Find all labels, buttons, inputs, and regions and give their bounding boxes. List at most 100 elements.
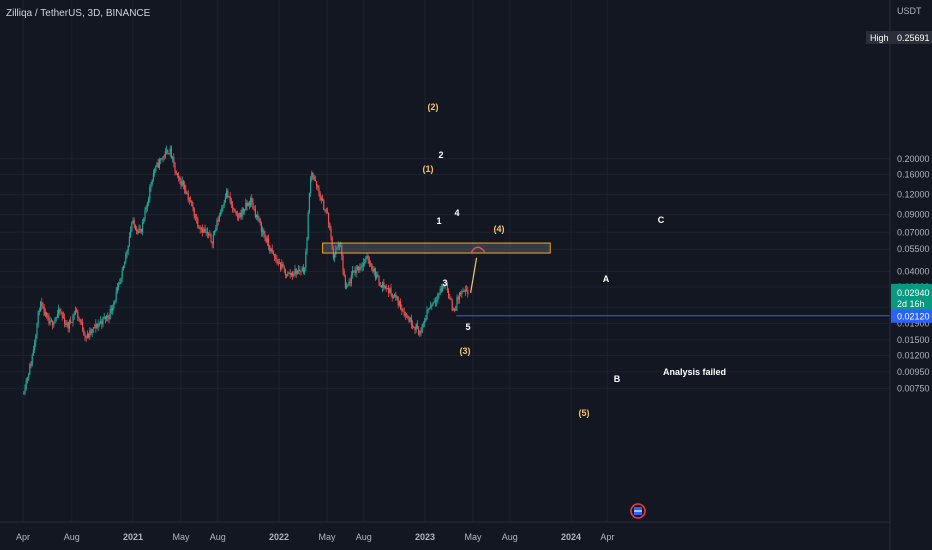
candle xyxy=(215,224,217,233)
candle xyxy=(319,191,321,201)
candle-body xyxy=(378,275,380,283)
candle xyxy=(31,353,33,367)
candle xyxy=(283,264,285,273)
candle-body xyxy=(410,317,412,325)
candle-body xyxy=(211,241,213,244)
candle-body xyxy=(37,311,39,324)
candle xyxy=(299,265,301,275)
price-axis[interactable]: USDT 0.20000 0.16000 0.12000 0.09000 0.07000 0… xyxy=(866,0,932,550)
candle-body xyxy=(466,289,468,291)
candle xyxy=(157,158,159,169)
candle-body xyxy=(137,230,139,233)
candle-body xyxy=(94,327,96,329)
candle xyxy=(324,209,326,213)
candle-body xyxy=(382,282,384,288)
candle-body xyxy=(157,162,159,168)
candle-body xyxy=(323,200,325,211)
wave-label: (3) xyxy=(460,346,471,356)
candle xyxy=(91,328,93,338)
candle xyxy=(232,201,234,213)
candle xyxy=(158,157,160,170)
candle xyxy=(404,311,406,320)
candle xyxy=(430,301,432,309)
time-axis[interactable]: Apr Aug 2021 May Aug 2022 May Aug 2023 May Aug 2024… xyxy=(0,0,891,550)
candle-body xyxy=(109,308,111,319)
candle-body xyxy=(90,330,92,334)
candle-body xyxy=(218,215,220,221)
candle-body xyxy=(367,255,369,261)
candle xyxy=(44,308,46,318)
candle xyxy=(142,219,144,236)
wave-label: 5 xyxy=(465,322,470,332)
candle-body xyxy=(358,266,360,271)
candle-body xyxy=(222,205,224,208)
candle xyxy=(415,322,417,333)
candle xyxy=(400,298,402,311)
candle xyxy=(90,327,92,336)
candle-body xyxy=(233,208,235,210)
candle-body xyxy=(400,301,402,310)
candle-body xyxy=(223,202,225,206)
candle xyxy=(182,179,184,190)
candle xyxy=(118,281,120,291)
candle xyxy=(382,281,384,293)
candle xyxy=(281,259,283,271)
candle-body xyxy=(187,193,189,200)
resistance-zone[interactable] xyxy=(322,242,551,254)
grid xyxy=(0,0,890,522)
candle-body xyxy=(247,202,249,207)
candle-body xyxy=(61,312,63,316)
candle xyxy=(107,312,109,322)
candle xyxy=(122,265,124,271)
candle-body xyxy=(300,270,302,272)
analysis-note: Analysis failed xyxy=(663,367,726,377)
candle xyxy=(176,173,178,179)
candle xyxy=(390,283,392,297)
candle xyxy=(329,222,331,231)
candle-body xyxy=(262,230,264,232)
candle xyxy=(365,255,367,264)
candle xyxy=(398,300,400,307)
projection-line[interactable] xyxy=(470,257,478,293)
candle xyxy=(348,278,350,286)
candle xyxy=(88,332,90,339)
candle xyxy=(83,327,85,337)
candle-body xyxy=(35,335,37,343)
candle-body xyxy=(326,211,328,213)
candle xyxy=(55,316,57,323)
candle xyxy=(322,194,324,202)
candle-body xyxy=(199,227,201,230)
candle xyxy=(185,184,187,195)
candle xyxy=(288,271,290,274)
candle-body xyxy=(110,308,112,311)
candle-body xyxy=(294,269,296,275)
candle xyxy=(106,314,108,322)
candle-body xyxy=(384,286,386,288)
candle xyxy=(349,277,351,287)
candle xyxy=(262,226,264,237)
candle-body xyxy=(457,297,459,300)
economic-event-marker[interactable] xyxy=(630,503,646,519)
candle xyxy=(282,261,284,268)
time-tick-label: 2022 xyxy=(269,532,289,542)
time-tick-label: 2023 xyxy=(415,532,435,542)
candle-body xyxy=(71,322,73,324)
candle-body xyxy=(427,309,429,311)
candle xyxy=(377,271,379,278)
candle xyxy=(48,313,50,326)
candle-body xyxy=(230,201,232,205)
candle xyxy=(70,316,72,325)
candle-body xyxy=(444,284,446,287)
candle xyxy=(128,232,130,248)
candle-body xyxy=(352,270,354,275)
candle-body xyxy=(432,302,434,306)
candle xyxy=(52,320,54,330)
candle-body xyxy=(208,233,210,236)
candle-body xyxy=(373,268,375,272)
candle xyxy=(66,320,68,328)
candle xyxy=(124,261,126,269)
candle-body xyxy=(95,323,97,329)
candle-body xyxy=(428,308,430,310)
candle-body xyxy=(175,170,177,174)
